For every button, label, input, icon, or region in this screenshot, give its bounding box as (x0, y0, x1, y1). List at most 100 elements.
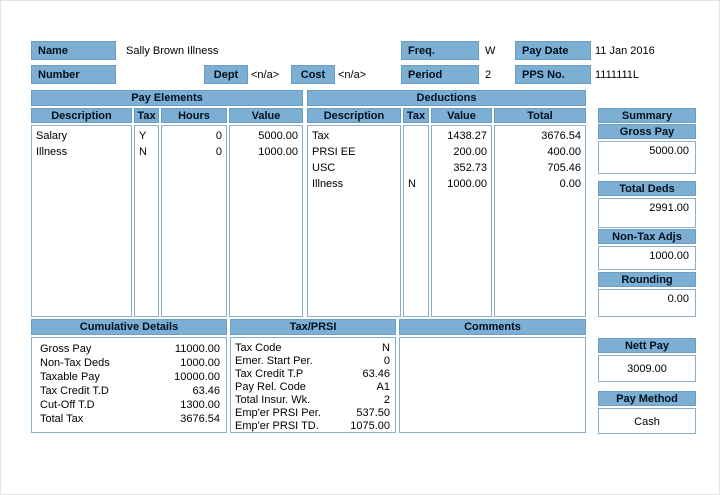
nett-pay-label: Nett Pay (598, 338, 696, 353)
name-label: Name (31, 41, 116, 60)
freq-value: W (485, 45, 496, 57)
pay-element-tax-cell[interactable]: N (139, 146, 147, 158)
dept-value: <n/a> (251, 69, 280, 81)
pay-element-tax-cell[interactable]: Y (139, 130, 147, 142)
comments-title: Comments (399, 319, 586, 335)
rounding-panel: 0.00 (598, 289, 696, 317)
deductions-col-description: Description (307, 108, 401, 123)
deduction-total-cell: 3676.54 (541, 130, 581, 142)
deduction-value-cell[interactable]: 200.00 (453, 146, 487, 158)
cumulative-row: Non-Tax Deds 1000.00 (32, 356, 226, 370)
tax-prsi-title: Tax/PRSI (230, 319, 396, 335)
deduction-description-cell[interactable]: Tax (312, 130, 330, 142)
pay-elements-description-column: Salary Illness (31, 125, 132, 317)
total-deds-panel: 2991.00 (598, 198, 696, 228)
tax-prsi-row: Emp'er PRSI TD. 1075.00 (231, 420, 395, 433)
row-value: 537.50 (356, 407, 390, 419)
summary-title: Summary (598, 108, 696, 123)
pay-element-value-cell[interactable]: 5000.00 (258, 130, 298, 142)
deductions-col-total: Total (494, 108, 586, 123)
deduction-total-cell: 705.46 (547, 162, 581, 174)
pay-date-value: 11 Jan 2016 (595, 45, 655, 57)
row-value: 11000.00 (174, 343, 220, 355)
pay-elements-col-value: Value (229, 108, 303, 123)
deduction-value-cell[interactable]: 1000.00 (447, 178, 487, 190)
gross-pay-value: 5000.00 (649, 145, 689, 157)
row-value: N (382, 342, 390, 354)
cost-value: <n/a> (338, 69, 367, 81)
cumulative-row: Taxable Pay 10000.00 (32, 370, 226, 384)
row-value: 1300.00 (180, 399, 220, 411)
deduction-tax-cell[interactable] (404, 128, 428, 144)
row-value: 2 (383, 394, 390, 406)
non-tax-adjs-label: Non-Tax Adjs (598, 229, 696, 244)
row-label: Tax Code (235, 342, 282, 354)
row-label: Tax Credit T.D (40, 385, 109, 397)
comments-panel[interactable] (399, 337, 586, 433)
pay-method-value: Cash (634, 416, 660, 428)
pay-element-description-cell[interactable]: Salary (36, 130, 68, 142)
pay-elements-title: Pay Elements (31, 90, 303, 106)
period-value: 2 (485, 69, 492, 81)
cumulative-details-title: Cumulative Details (31, 319, 227, 335)
pay-elements-col-tax: Tax (134, 108, 159, 123)
pay-method-panel: Cash (598, 408, 696, 434)
row-value: 1075.00 (350, 420, 390, 432)
deduction-tax-cell[interactable] (404, 144, 428, 160)
tax-prsi-row: Pay Rel. Code A1 (231, 381, 395, 394)
pay-element-description-cell[interactable]: Illness (36, 146, 68, 158)
tax-prsi-row: Tax Code N (231, 342, 395, 355)
tax-prsi-row: Emer. Start Per. 0 (231, 355, 395, 368)
tax-prsi-row: Emp'er PRSI Per. 537.50 (231, 407, 395, 420)
row-value: 63.46 (192, 385, 220, 397)
deductions-title: Deductions (307, 90, 586, 106)
pay-element-hours-cell[interactable]: 0 (215, 146, 222, 158)
nett-pay-value: 3009.00 (627, 363, 667, 375)
non-tax-adjs-panel: 1000.00 (598, 246, 696, 270)
rounding-label: Rounding (598, 272, 696, 287)
tax-prsi-row: Total Insur. Wk. 2 (231, 394, 395, 407)
row-label: Non-Tax Deds (40, 357, 110, 369)
non-tax-adjs-value: 1000.00 (649, 250, 689, 262)
pay-elements-col-description: Description (31, 108, 132, 123)
period-label: Period (401, 65, 479, 84)
row-value: 63.46 (362, 368, 390, 380)
deductions-col-value: Value (431, 108, 492, 123)
pay-elements-hours-column: 0 0 (161, 125, 227, 317)
row-label: Emp'er PRSI Per. (235, 407, 321, 419)
row-value: 0 (383, 355, 390, 367)
pay-elements-value-column: 5000.00 1000.00 (229, 125, 303, 317)
row-value: 1000.00 (180, 357, 220, 369)
deduction-description-cell[interactable]: Illness (312, 178, 344, 190)
deductions-tax-column: N (403, 125, 429, 317)
row-label: Pay Rel. Code (235, 381, 306, 393)
gross-pay-panel: 5000.00 (598, 141, 696, 174)
deduction-tax-cell[interactable] (404, 160, 428, 176)
pay-method-label: Pay Method (598, 391, 696, 406)
name-value: Sally Brown Illness (126, 45, 219, 57)
deduction-value-cell[interactable]: 1438.27 (447, 130, 487, 142)
pps-label: PPS No. (515, 65, 591, 84)
row-label: Total Insur. Wk. (235, 394, 311, 406)
cost-label: Cost (291, 65, 335, 84)
cumulative-row: Cut-Off T.D 1300.00 (32, 398, 226, 412)
tax-prsi-row: Tax Credit T.P 63.46 (231, 368, 395, 381)
deductions-col-tax: Tax (403, 108, 429, 123)
row-value: 3676.54 (180, 413, 220, 425)
row-label: Tax Credit T.P (235, 368, 304, 380)
total-deds-value: 2991.00 (649, 202, 689, 214)
row-value: A1 (376, 381, 390, 393)
deduction-value-cell[interactable]: 352.73 (453, 162, 487, 174)
row-label: Gross Pay (40, 343, 92, 355)
deduction-description-cell[interactable]: PRSI EE (312, 146, 356, 158)
deduction-description-cell[interactable]: USC (312, 162, 336, 174)
pay-element-hours-cell[interactable]: 0 (215, 130, 222, 142)
rounding-value: 0.00 (667, 293, 689, 305)
cumulative-row: Total Tax 3676.54 (32, 412, 226, 426)
deductions-value-column: 1438.27 200.00 352.73 1000.00 (431, 125, 492, 317)
pay-element-value-cell[interactable]: 1000.00 (258, 146, 298, 158)
deduction-tax-cell[interactable]: N (408, 178, 416, 190)
total-deds-label: Total Deds (598, 181, 696, 196)
number-label: Number (31, 65, 116, 84)
